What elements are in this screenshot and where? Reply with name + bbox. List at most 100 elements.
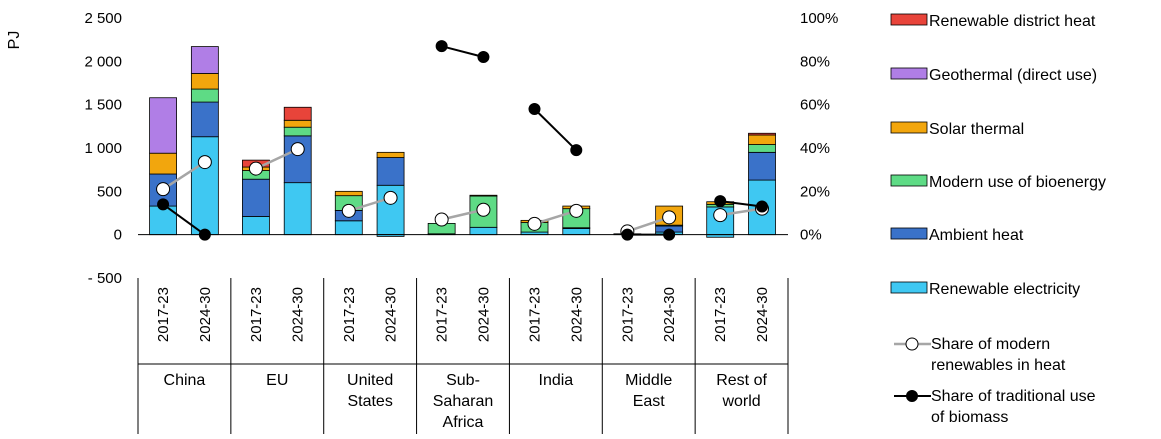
share-line-segment	[255, 147, 299, 170]
group-label: Rest of	[716, 372, 767, 389]
bar-segment	[748, 134, 776, 145]
legend-label: Solar thermal	[929, 121, 1024, 138]
bar-segment	[283, 106, 312, 121]
traditional-biomass-marker	[157, 198, 170, 211]
modern-renewables-marker	[434, 212, 449, 227]
bar-segment	[334, 220, 363, 236]
y-tick-label: 500	[97, 183, 122, 200]
traditional-biomass-marker	[756, 200, 768, 213]
bar-segment	[242, 216, 270, 236]
period-label: 2024-30	[197, 287, 214, 342]
bar-segment	[283, 126, 312, 137]
share-line-segment	[533, 108, 577, 151]
bar-segment	[190, 46, 219, 74]
traditional-biomass-marker	[714, 195, 727, 208]
y2-tick-label: 20%	[800, 183, 830, 200]
traditional-biomass-marker	[198, 228, 211, 241]
period-label: 2024-30	[754, 287, 771, 342]
modern-renewables-marker	[341, 203, 356, 218]
group-label: States	[347, 393, 392, 410]
period-label: 2017-23	[341, 287, 358, 342]
traditional-biomass-marker	[621, 228, 634, 241]
period-label: 2024-30	[383, 287, 400, 342]
legend-swatch	[890, 227, 928, 240]
modern-renewables-marker	[383, 190, 398, 205]
bar-segment	[748, 132, 776, 136]
legend-marker	[906, 390, 918, 402]
y2-tick-label: 60%	[800, 97, 830, 114]
traditional-biomass-marker	[570, 144, 583, 157]
bar-segment	[562, 228, 591, 236]
period-label: 2024-30	[290, 287, 307, 342]
bar-segment	[190, 136, 219, 236]
period-label: 2024-30	[475, 287, 492, 342]
legend-label: Renewable electricity	[929, 281, 1080, 298]
bar-segment	[469, 226, 498, 236]
legend-label: Modern use of bioenergy	[929, 174, 1106, 191]
period-label: 2017-23	[155, 287, 172, 342]
period-label: 2017-23	[527, 287, 544, 342]
modern-renewables-marker	[569, 203, 584, 218]
group-label: Saharan	[433, 393, 494, 410]
group-label: India	[539, 372, 574, 389]
bar-segment	[283, 182, 312, 236]
group-label: China	[164, 372, 206, 389]
share-line-segment	[348, 196, 391, 213]
period-label: 2017-23	[248, 287, 265, 342]
legend-swatch	[890, 281, 928, 294]
legend-label: Share of traditional use	[931, 388, 1096, 405]
period-label: 2024-30	[568, 287, 585, 342]
legend-marker	[905, 337, 919, 351]
share-line-segment	[441, 45, 484, 58]
modern-renewables-marker	[197, 155, 212, 170]
bar-segment	[149, 97, 177, 154]
modern-renewables-marker	[290, 142, 305, 157]
legend-label: Geothermal (direct use)	[929, 67, 1097, 84]
bar-segment	[190, 88, 219, 103]
share-line-segment	[534, 209, 577, 226]
group-label: Africa	[443, 414, 484, 431]
group-label: East	[633, 393, 666, 410]
modern-renewables-marker	[248, 161, 263, 176]
legend-swatch	[890, 67, 928, 80]
period-label: 2017-23	[619, 287, 636, 342]
legend-label: of biomass	[931, 409, 1008, 426]
bar-segment	[334, 190, 363, 197]
legend-swatch	[890, 121, 928, 134]
y-tick-label: 2 500	[84, 10, 122, 27]
y-tick-label: - 500	[88, 270, 122, 287]
period-label: 2017-23	[712, 287, 729, 342]
modern-renewables-marker	[662, 210, 677, 225]
share-line-segment	[162, 161, 206, 191]
legend-label: Share of modern	[931, 336, 1050, 353]
legend-swatch	[890, 13, 928, 26]
y-tick-label: 2 000	[84, 53, 122, 70]
y-tick-label: 1 000	[84, 140, 122, 157]
y2-tick-label: 40%	[800, 140, 830, 157]
legend-label: Renewable district heat	[929, 13, 1096, 30]
y-axis-label: PJ	[6, 31, 23, 50]
bar-segment	[748, 151, 776, 181]
bar-segment	[376, 151, 405, 158]
modern-renewables-marker	[476, 202, 491, 217]
legend-label: Ambient heat	[929, 227, 1024, 244]
traditional-biomass-marker	[663, 228, 676, 241]
bar-segment	[149, 152, 177, 175]
modern-renewables-marker	[713, 208, 728, 223]
bar-segment	[469, 194, 498, 197]
bar-segment	[376, 157, 405, 186]
share-line-segment	[441, 208, 484, 221]
bar-segment	[190, 101, 219, 138]
y2-tick-label: 80%	[800, 53, 830, 70]
bar-segment	[748, 144, 776, 153]
group-label: Middle	[625, 372, 672, 389]
bar-segment	[283, 119, 312, 128]
bar-segment	[242, 178, 270, 217]
traditional-biomass-marker	[435, 40, 448, 53]
group-label: United	[347, 372, 393, 389]
modern-renewables-marker	[527, 216, 542, 231]
share-line-segment	[720, 207, 763, 217]
group-label: Sub-	[446, 372, 480, 389]
